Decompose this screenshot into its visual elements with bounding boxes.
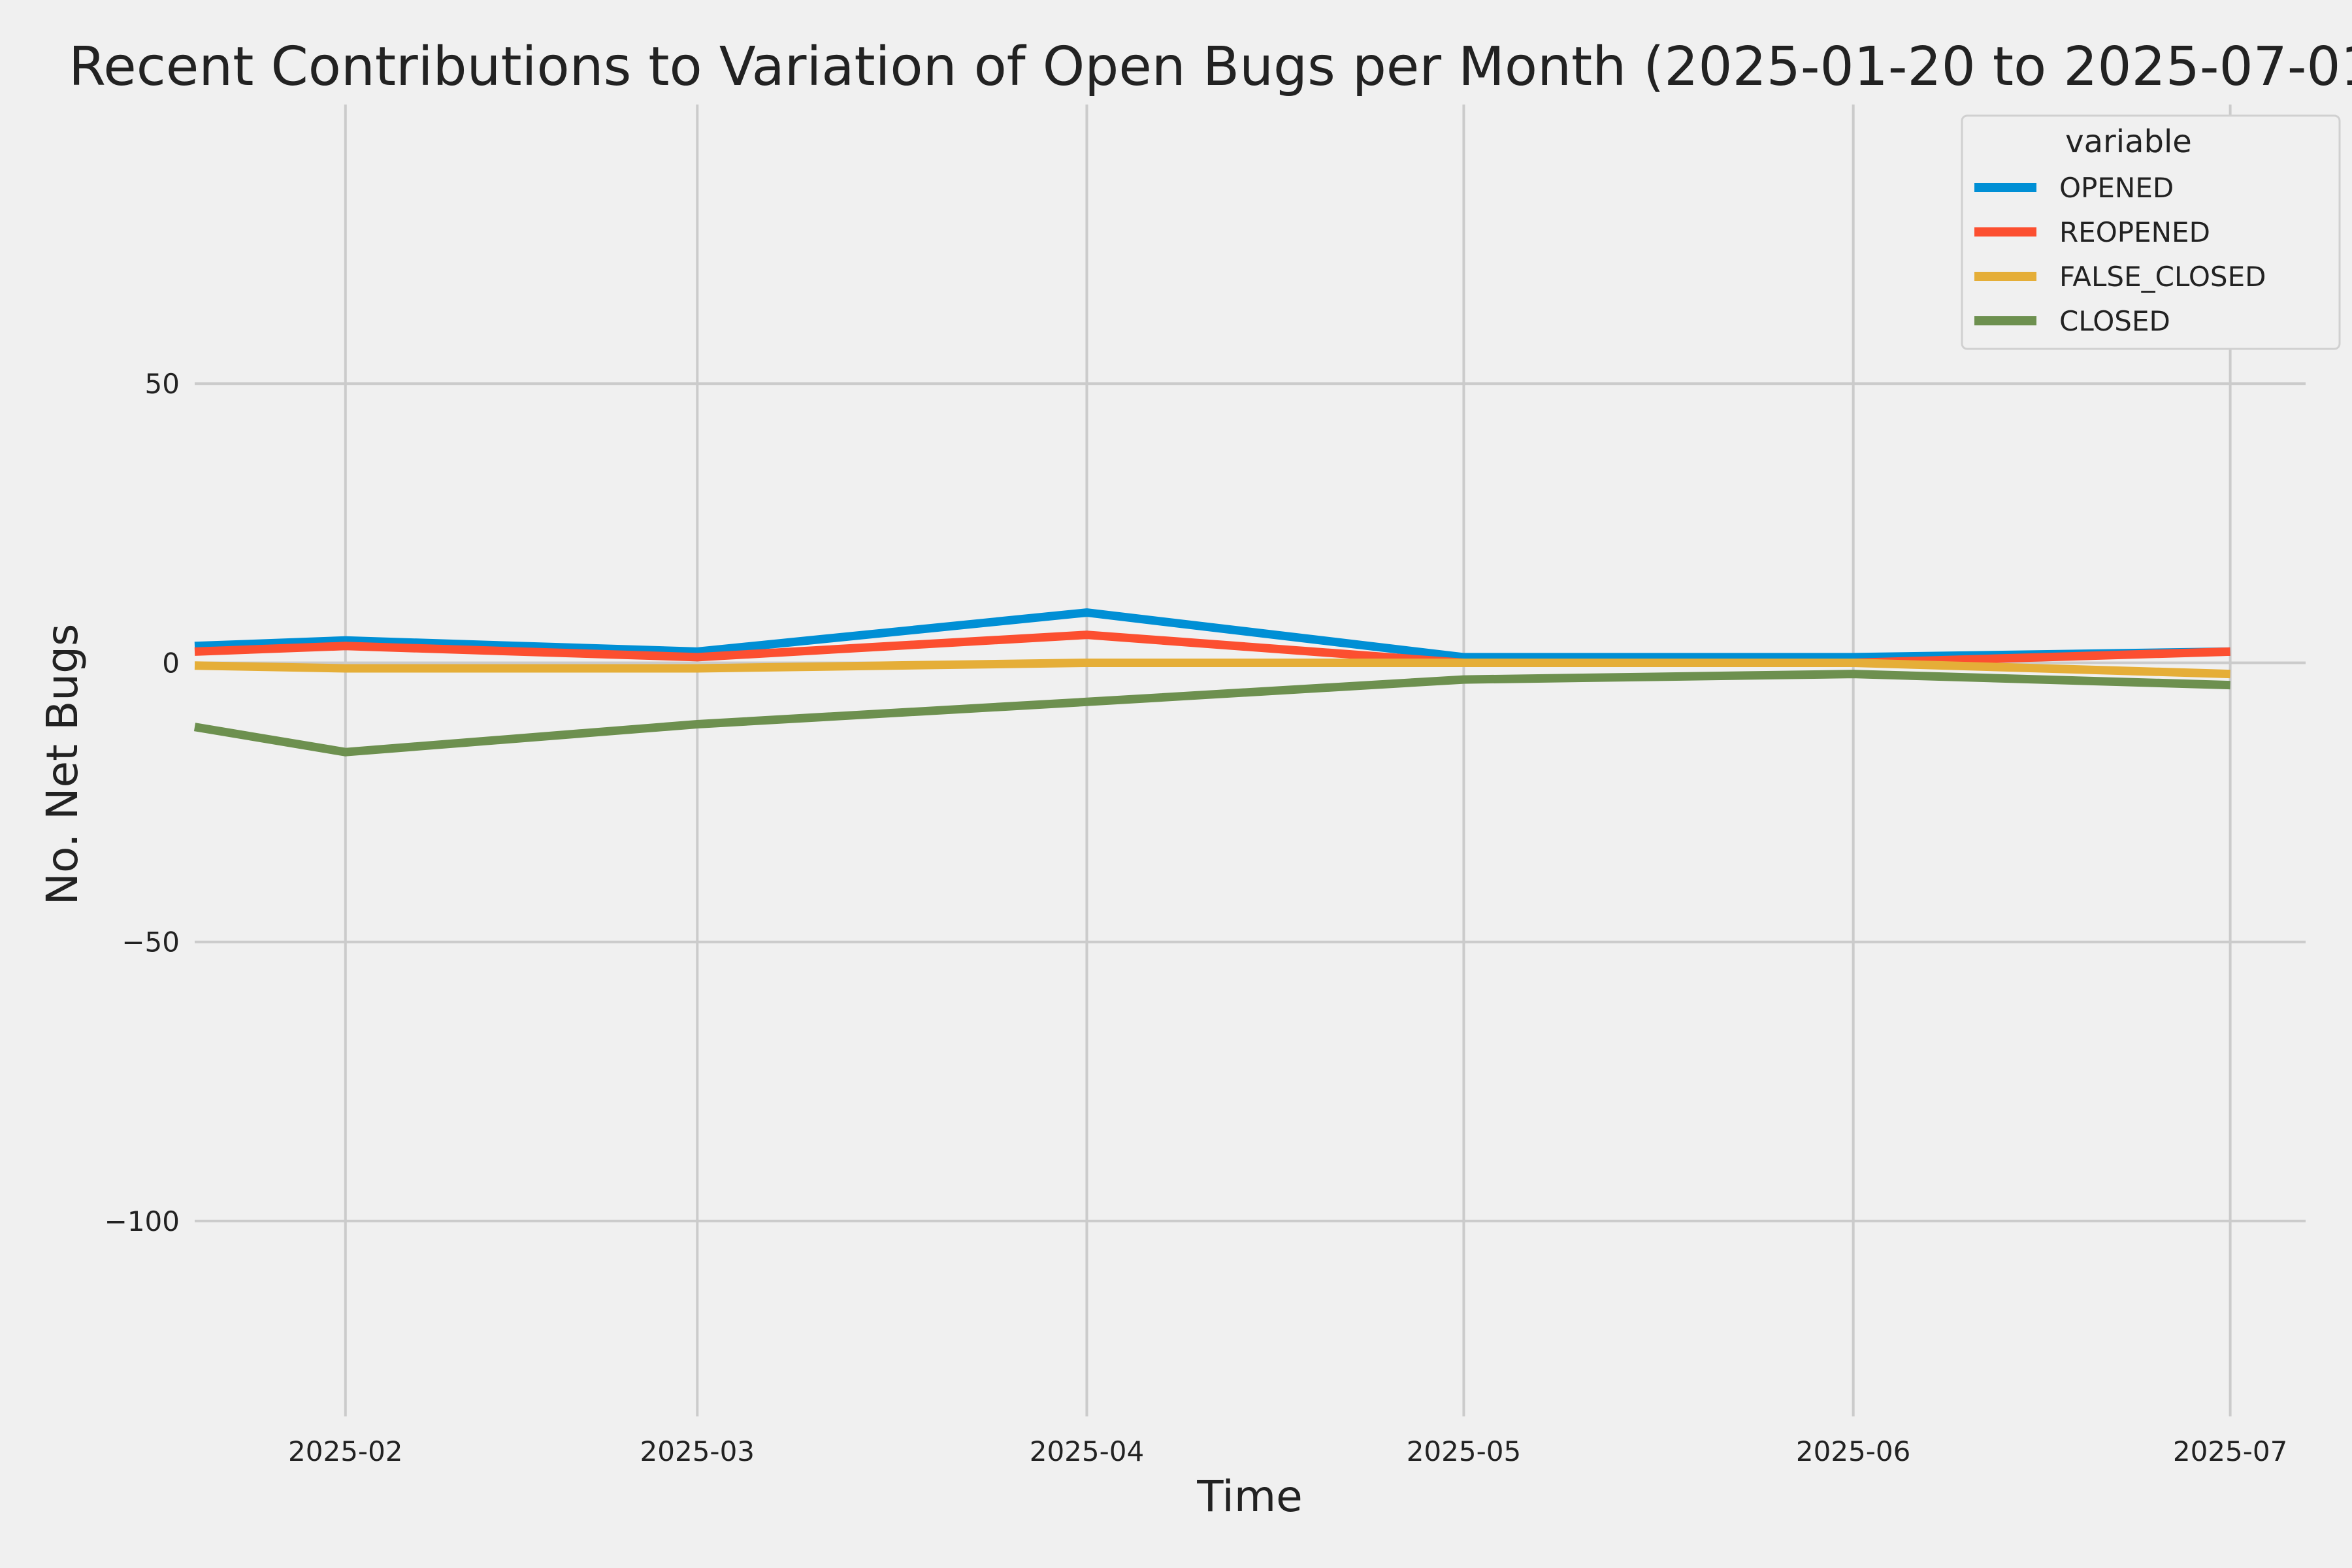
y-tick-label: −100 xyxy=(105,1205,180,1237)
y-axis-label: No. Net Bugs xyxy=(37,624,88,906)
legend-title: variable xyxy=(2065,123,2192,160)
y-tick-label: −50 xyxy=(122,926,180,958)
legend-box xyxy=(1961,114,2341,350)
legend-entries: OPENED REOPENED FALSE_CLOSED CLOSED xyxy=(1974,172,2266,337)
x-tick-label: 2025-02 xyxy=(288,1435,403,1467)
x-tick-label: 2025-06 xyxy=(1796,1435,1911,1467)
legend-label: CLOSED xyxy=(2059,305,2170,337)
x-tick-label: 2025-07 xyxy=(2173,1435,2288,1467)
series-line-false-closed xyxy=(194,659,2230,679)
legend-label: REOPENED xyxy=(2059,216,2210,248)
chart-title: Recent Contributions to Variation of Ope… xyxy=(69,36,2352,98)
series-lines xyxy=(193,608,2230,757)
legend: variable OPENED REOPENED FALSE_CLOSED CLOSE… xyxy=(1961,114,2341,350)
tick-labels: 50 0 −50 −100 2025-02 2025-03 2025-04 2025-05 20… xyxy=(105,368,2288,1467)
x-tick-label: 2025-04 xyxy=(1030,1435,1145,1467)
x-tick-label: 2025-05 xyxy=(1407,1435,1522,1467)
grid xyxy=(195,105,2306,1416)
legend-label: OPENED xyxy=(2059,172,2174,204)
legend-label: FALSE_CLOSED xyxy=(2059,261,2266,293)
series-line-opened xyxy=(194,608,2230,662)
x-axis-label: Time xyxy=(1196,1471,1303,1522)
y-tick-label: 0 xyxy=(162,647,180,679)
y-tick-label: 50 xyxy=(145,368,180,400)
series-line-closed xyxy=(193,670,2230,757)
x-tick-label: 2025-03 xyxy=(640,1435,755,1467)
